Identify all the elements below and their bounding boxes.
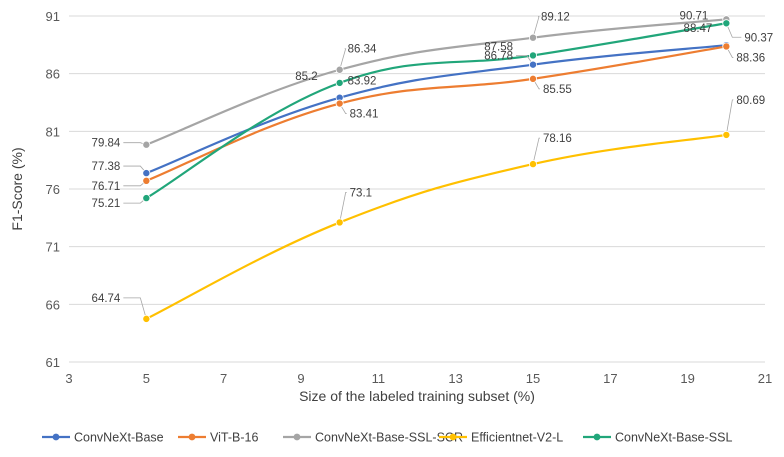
- data-point-vit-b-16-15: [529, 74, 538, 83]
- legend-marker-convnext-base: [52, 433, 60, 441]
- data-point-convnext-base-ssl-scr-5: [142, 140, 151, 149]
- y-axis-title: F1-Score (%): [9, 147, 25, 230]
- data-label-convnext-base-ssl-scr-5: 79.84: [92, 138, 121, 150]
- leader-vit-b-16-20: [725, 46, 734, 58]
- leader-convnext-base-ssl-scr-10: [339, 48, 347, 70]
- data-point-efficientnet-v2-l-20: [722, 130, 731, 139]
- data-point-efficientnet-v2-l-5: [142, 314, 151, 323]
- y-tick-label-61: 61: [46, 355, 60, 370]
- leader-efficientnet-v2-l-10: [339, 192, 347, 223]
- series-line-convnext-base-ssl: [145, 22, 727, 200]
- data-label-convnext-base-ssl-15: 87.58: [484, 41, 513, 53]
- y-tick-label-91: 91: [46, 9, 60, 24]
- data-label-efficientnet-v2-l-15: 78.16: [543, 133, 572, 145]
- legend-item-convnext-base-ssl-scr: ConvNeXt-Base-SSL-SCR: [283, 431, 463, 445]
- legend-item-vit-b-16: ViT-B-16: [178, 431, 258, 445]
- legend-label-efficientnet-v2-l: Efficientnet-V2-L: [471, 431, 563, 445]
- legend: ConvNeXt-Base ViT-B-16 ConvNeXt-Base-SSL-S…: [42, 431, 732, 445]
- data-point-convnext-base-ssl-scr-15: [529, 33, 538, 42]
- data-point-convnext-base-ssl-20: [722, 19, 731, 28]
- label-leader-lines: [123, 16, 742, 319]
- data-point-convnext-base-ssl-5: [142, 194, 151, 203]
- data-labels: 77.38 83.92 86.78 88.47 76.71 83.41 85.55 88.36…: [92, 10, 774, 305]
- legend-label-convnext-base-ssl-scr: ConvNeXt-Base-SSL-SCR: [315, 431, 463, 445]
- y-tick-labels: 61 66 71 76 81 86 91: [46, 9, 60, 370]
- data-label-convnext-base-ssl-10: 85.2: [295, 71, 317, 83]
- y-tick-label-76: 76: [46, 182, 60, 197]
- data-label-convnext-base-5: 77.38: [92, 161, 121, 173]
- data-point-convnext-base-5: [142, 169, 151, 178]
- data-label-convnext-base-ssl-20: 90.37: [744, 32, 773, 44]
- data-label-convnext-base-ssl-scr-20: 90.71: [680, 10, 709, 22]
- x-tick-label-5: 5: [143, 371, 150, 386]
- legend-marker-efficientnet-v2-l: [449, 433, 457, 441]
- legend-marker-convnext-base-ssl: [593, 433, 601, 441]
- y-tick-label-81: 81: [46, 124, 60, 139]
- leader-efficientnet-v2-l-5: [123, 297, 147, 319]
- data-point-convnext-base-15: [529, 60, 538, 69]
- x-axis-title: Size of the labeled training subset (%): [299, 388, 535, 404]
- data-point-convnext-base-ssl-15: [529, 51, 538, 60]
- legend-marker-convnext-base-ssl-scr: [293, 433, 301, 441]
- legend-label-vit-b-16: ViT-B-16: [210, 431, 258, 445]
- data-label-efficientnet-v2-l-20: 80.69: [736, 95, 765, 107]
- y-tick-label-71: 71: [46, 240, 60, 255]
- series-lines: [145, 18, 727, 320]
- x-tick-label-17: 17: [603, 371, 617, 386]
- x-tick-label-15: 15: [526, 371, 540, 386]
- data-label-convnext-base-ssl-scr-10: 86.34: [348, 44, 377, 56]
- legend-label-convnext-base-ssl: ConvNeXt-Base-SSL: [615, 431, 732, 445]
- data-label-convnext-base-10: 83.92: [348, 76, 377, 88]
- data-label-vit-b-16-10: 83.41: [350, 109, 379, 121]
- y-tick-label-66: 66: [46, 297, 60, 312]
- data-label-convnext-base-ssl-5: 75.21: [92, 198, 121, 210]
- data-point-vit-b-16-20: [722, 42, 731, 51]
- gridlines: [69, 15, 765, 305]
- x-tick-label-13: 13: [448, 371, 462, 386]
- x-tick-labels: 3 5 7 9 11 13 15 17 19 21: [65, 371, 772, 386]
- data-points: [142, 15, 731, 323]
- series-line-vit-b-16: [145, 45, 727, 182]
- data-point-convnext-base-ssl-10: [335, 78, 344, 87]
- data-label-convnext-base-20: 88.47: [684, 23, 713, 35]
- data-label-vit-b-16-15: 85.55: [543, 84, 572, 96]
- legend-item-convnext-base: ConvNeXt-Base: [42, 431, 164, 445]
- x-tick-label-21: 21: [758, 371, 772, 386]
- legend-item-efficientnet-v2-l: Efficientnet-V2-L: [439, 431, 563, 445]
- x-tick-label-11: 11: [372, 371, 386, 386]
- data-label-vit-b-16-20: 88.36: [736, 52, 765, 64]
- data-label-convnext-base-ssl-scr-15: 89.12: [541, 12, 570, 24]
- legend-item-convnext-base-ssl: ConvNeXt-Base-SSL: [583, 431, 732, 445]
- series-line-convnext-base: [145, 44, 727, 175]
- legend-label-convnext-base: ConvNeXt-Base: [74, 431, 164, 445]
- data-label-convnext-base-15: 86.78: [484, 51, 513, 63]
- x-tick-label-3: 3: [65, 371, 72, 386]
- x-tick-label-9: 9: [297, 371, 304, 386]
- data-point-efficientnet-v2-l-15: [529, 160, 538, 169]
- y-tick-label-86: 86: [46, 67, 60, 82]
- leader-convnext-base-ssl-20: [725, 23, 742, 38]
- x-tick-label-19: 19: [680, 371, 694, 386]
- data-label-efficientnet-v2-l-5: 64.74: [92, 293, 121, 305]
- x-tick-label-7: 7: [220, 371, 227, 386]
- legend-marker-vit-b-16: [188, 433, 196, 441]
- data-label-vit-b-16-5: 76.71: [92, 181, 121, 193]
- leader-efficientnet-v2-l-20: [725, 99, 734, 135]
- data-point-vit-b-16-10: [335, 99, 344, 108]
- leader-convnext-base-ssl-scr-15: [532, 16, 540, 38]
- series-line-convnext-base-ssl-scr: [145, 18, 727, 146]
- data-point-vit-b-16-5: [142, 176, 151, 185]
- data-point-convnext-base-ssl-scr-10: [335, 65, 344, 74]
- data-label-efficientnet-v2-l-10: 73.1: [350, 187, 372, 199]
- data-point-efficientnet-v2-l-10: [335, 218, 344, 227]
- leader-efficientnet-v2-l-15: [532, 137, 540, 165]
- series-line-efficientnet-v2-l: [145, 133, 727, 320]
